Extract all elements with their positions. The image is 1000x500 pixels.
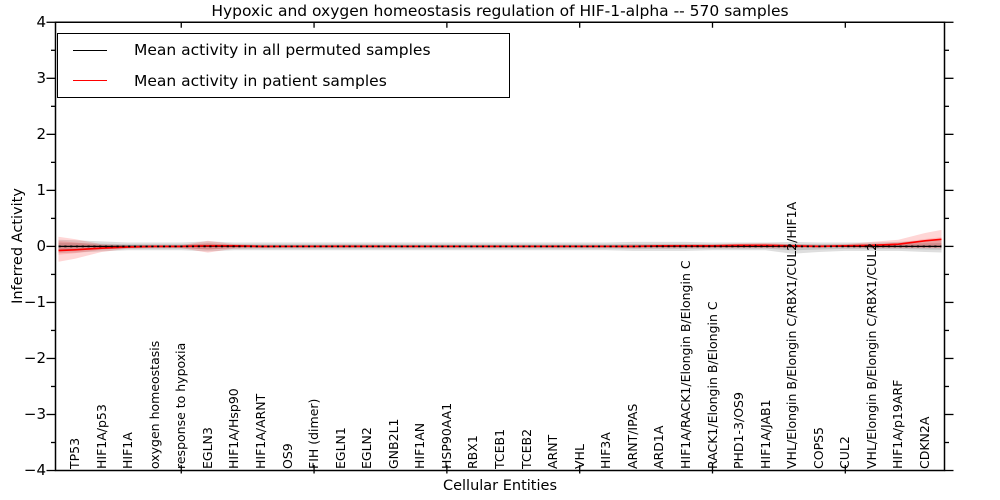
legend-label: Mean activity in all permuted samples bbox=[134, 41, 431, 60]
x-tick-label: VHL/Elongin B/Elongin C/RBX1/CUL2/HIF1A bbox=[784, 201, 800, 469]
x-tick-label: response to hypoxia bbox=[173, 342, 189, 469]
x-tick-label: HIF1A/Hsp90 bbox=[226, 388, 242, 469]
y-tick-label: −4 bbox=[23, 461, 46, 480]
data-layer bbox=[58, 229, 942, 262]
x-tick-label: EGLN2 bbox=[359, 427, 375, 469]
x-tick-label: HIF3A bbox=[598, 432, 614, 469]
x-tick-label: RACK1/Elongin B/Elongin C bbox=[704, 301, 720, 469]
x-tick-label: HSP90AA1 bbox=[438, 402, 454, 469]
x-tick-label: CDKN2A bbox=[917, 416, 932, 469]
y-axis-label: Inferred Activity bbox=[10, 188, 26, 304]
y-tick-label: 0 bbox=[36, 236, 46, 255]
x-tick-label: CUL2 bbox=[837, 436, 853, 469]
x-tick-label: HIF1A/ARNT bbox=[252, 393, 268, 469]
y-tick-label: −2 bbox=[23, 348, 46, 367]
x-tick-label: ARNT bbox=[545, 434, 561, 469]
red-line-sample-icon bbox=[73, 80, 107, 82]
x-tick-label: VHL bbox=[571, 444, 587, 469]
x-tick-label: OS9 bbox=[279, 443, 295, 469]
y-tick-label: 4 bbox=[36, 12, 46, 31]
y-tick-label: 1 bbox=[36, 180, 46, 199]
x-tick-label: HIF1A/p19ARF bbox=[890, 379, 906, 469]
x-tick-label: TP53 bbox=[67, 437, 82, 469]
y-tick-label: 2 bbox=[36, 124, 46, 143]
x-tick-label: TCEB1 bbox=[492, 428, 507, 469]
y-tick-label: −1 bbox=[23, 292, 46, 311]
x-axis-label: Cellular Entities bbox=[442, 478, 558, 494]
x-tick-label: COPS5 bbox=[810, 427, 826, 469]
x-tick-label: GNB2L1 bbox=[385, 418, 401, 469]
x-tick-label: EGLN3 bbox=[199, 427, 215, 469]
y-tick-label: −3 bbox=[23, 404, 46, 423]
x-tick-label: ARD1A bbox=[651, 425, 667, 469]
chart-title: Hypoxic and oxygen homeostasis regulatio… bbox=[211, 2, 789, 20]
x-tick-label: VHL/Elongin B/Elongin C/RBX1/CUL2 bbox=[863, 242, 879, 469]
x-tick-label: ARNT/IPAS bbox=[624, 403, 640, 469]
black-line-sample-icon bbox=[73, 49, 107, 51]
axis-ticks bbox=[46, 21, 954, 474]
legend-item-patient: Mean activity in patient samples bbox=[58, 67, 509, 95]
x-tick-label: TCEB2 bbox=[518, 428, 534, 469]
x-tick-label: oxygen homeostasis bbox=[146, 340, 162, 469]
x-tick-label: HIF1A/RACK1/Elongin B/Elongin C bbox=[677, 260, 693, 469]
x-tick-label: RBX1 bbox=[465, 435, 481, 469]
legend-box: Mean activity in all permuted samples Me… bbox=[57, 33, 510, 98]
x-tick-label: FIH (dimer) bbox=[306, 398, 322, 469]
y-tick-label: 3 bbox=[36, 68, 46, 87]
x-tick-label: HIF1A/p53 bbox=[93, 404, 109, 469]
x-tick-label: HIF1A bbox=[120, 432, 136, 469]
x-tick-label: HIF1A/JAB1 bbox=[757, 399, 773, 469]
legend-label: Mean activity in patient samples bbox=[134, 71, 387, 90]
legend-item-permuted: Mean activity in all permuted samples bbox=[58, 36, 509, 64]
x-tick-label: HIF1AN bbox=[412, 422, 428, 469]
x-tick-label: EGLN1 bbox=[332, 427, 348, 469]
x-tick-label: PHD1-3/OS9 bbox=[731, 392, 747, 469]
